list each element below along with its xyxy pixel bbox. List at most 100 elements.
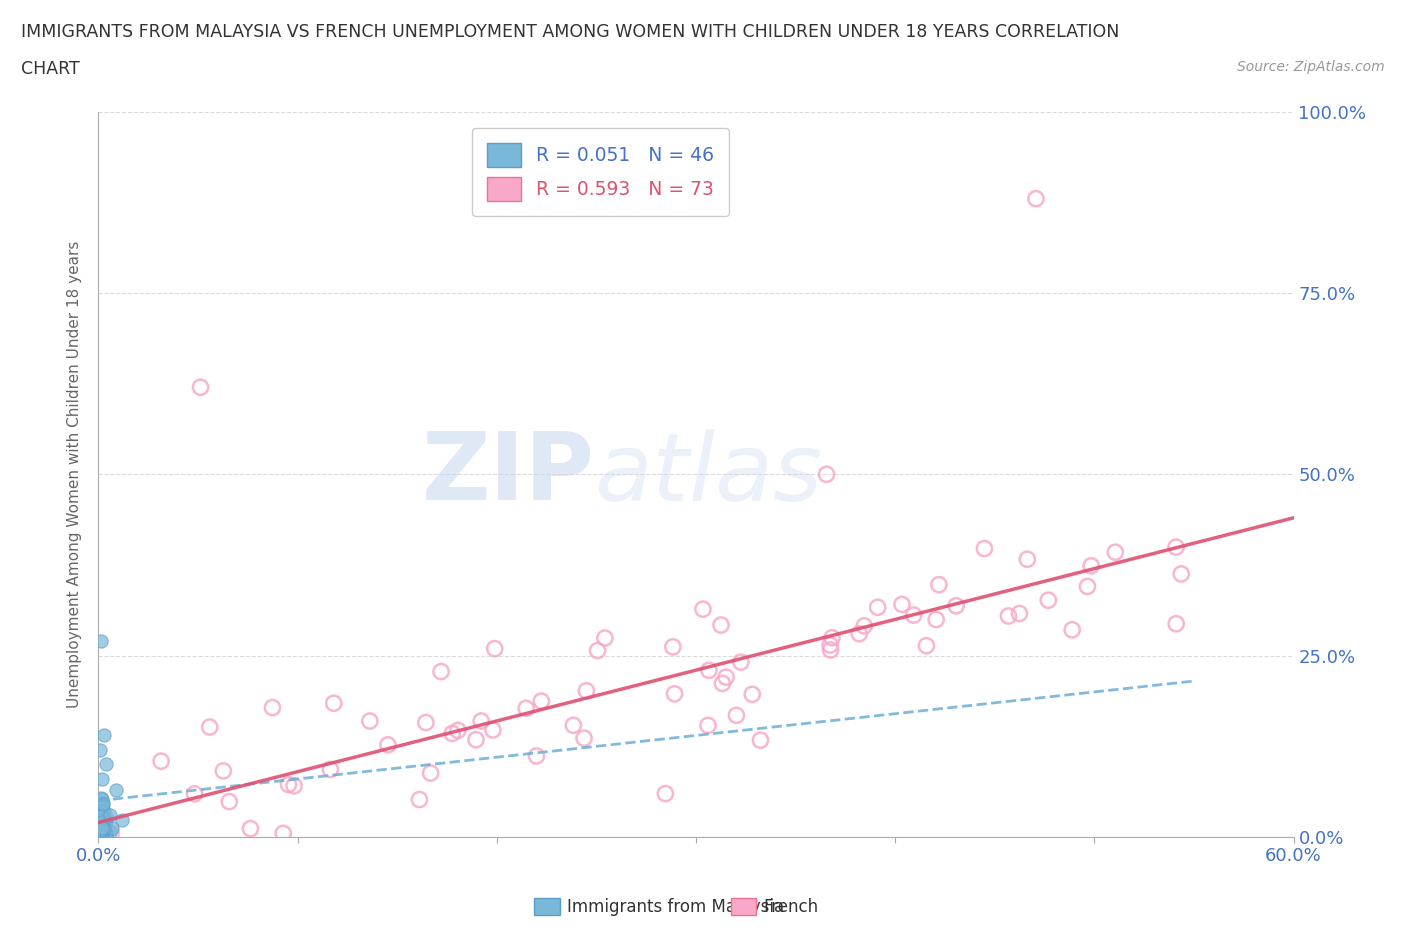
Point (925, 612, 948, 627)
Point (730, 655, 752, 670)
Point (903, 607, 925, 622)
Point (100, 807, 122, 822)
Point (91, 772, 114, 787)
Point (470, 713, 492, 728)
Point (562, 718, 585, 733)
Point (89, 742, 111, 757)
Point (90, 809, 112, 824)
Point (945, 598, 967, 613)
Point (430, 664, 453, 679)
Point (1170, 566, 1192, 581)
Point (484, 641, 506, 656)
Point (818, 638, 841, 653)
Point (973, 541, 995, 556)
Point (90, 812, 112, 827)
Point (190, 379, 212, 394)
Point (91, 796, 114, 811)
Point (1166, 617, 1188, 631)
Point (482, 723, 505, 737)
Point (866, 600, 889, 615)
Text: Source: ZipAtlas.com: Source: ZipAtlas.com (1237, 60, 1385, 74)
Point (997, 608, 1019, 623)
Point (714, 670, 737, 684)
Point (654, 786, 676, 801)
Point (662, 640, 685, 655)
Point (96, 814, 118, 829)
Text: atlas: atlas (595, 429, 823, 520)
Point (94, 826, 117, 841)
Point (928, 578, 950, 592)
Point (1080, 558, 1102, 573)
Point (96, 809, 118, 824)
Point (711, 676, 734, 691)
Point (90, 790, 112, 805)
Point (664, 686, 686, 701)
Point (104, 782, 127, 797)
Point (93, 728, 115, 743)
Point (821, 631, 844, 645)
Point (815, 467, 838, 482)
Point (90, 823, 112, 838)
Point (98, 825, 121, 840)
Point (530, 694, 553, 709)
Point (725, 708, 748, 723)
Point (93, 813, 115, 828)
Point (441, 726, 464, 741)
Point (465, 732, 488, 747)
Point (283, 778, 305, 793)
Point (183, 787, 205, 802)
Point (89, 829, 111, 844)
Point (820, 643, 842, 658)
Point (415, 715, 437, 730)
Point (377, 737, 399, 752)
Point (87, 815, 110, 830)
Point (90, 798, 112, 813)
Point (359, 713, 381, 728)
Point (853, 618, 876, 633)
Text: Immigrants from Malaysia: Immigrants from Malaysia (567, 897, 783, 916)
Text: ZIP: ZIP (422, 429, 595, 520)
Point (90, 633, 112, 648)
Point (262, 700, 284, 715)
Point (1076, 579, 1098, 594)
Text: CHART: CHART (21, 60, 80, 78)
Point (271, 826, 294, 841)
Point (697, 663, 720, 678)
Point (575, 684, 598, 698)
Point (526, 749, 548, 764)
Point (1017, 551, 1039, 566)
Point (94, 827, 117, 842)
Point (93, 814, 115, 829)
Point (90, 815, 112, 830)
Point (94, 828, 117, 843)
Point (90, 823, 112, 838)
Point (586, 644, 609, 658)
Point (1025, 192, 1047, 206)
Point (1008, 606, 1031, 621)
Point (94, 816, 117, 830)
Point (91, 822, 114, 837)
Point (218, 794, 240, 809)
Point (89, 806, 111, 821)
Point (1062, 622, 1084, 637)
Point (322, 696, 344, 711)
Point (89, 809, 111, 824)
Point (239, 821, 262, 836)
Point (90, 823, 112, 838)
Point (90, 827, 112, 842)
Point (91, 828, 114, 843)
Point (447, 723, 470, 737)
Point (90, 791, 112, 806)
Point (93, 821, 115, 836)
Point (111, 813, 134, 828)
Point (891, 597, 914, 612)
Point (277, 777, 299, 792)
Point (741, 687, 763, 702)
Text: IMMIGRANTS FROM MALAYSIA VS FRENCH UNEMPLOYMENT AMONG WOMEN WITH CHILDREN UNDER : IMMIGRANTS FROM MALAYSIA VS FRENCH UNEMP… (21, 23, 1119, 41)
Y-axis label: Unemployment Among Women with Children Under 18 years: Unemployment Among Women with Children U… (67, 241, 83, 708)
Point (1164, 539, 1187, 554)
Point (198, 720, 221, 735)
Point (408, 792, 430, 807)
Point (100, 826, 122, 841)
Point (515, 701, 537, 716)
